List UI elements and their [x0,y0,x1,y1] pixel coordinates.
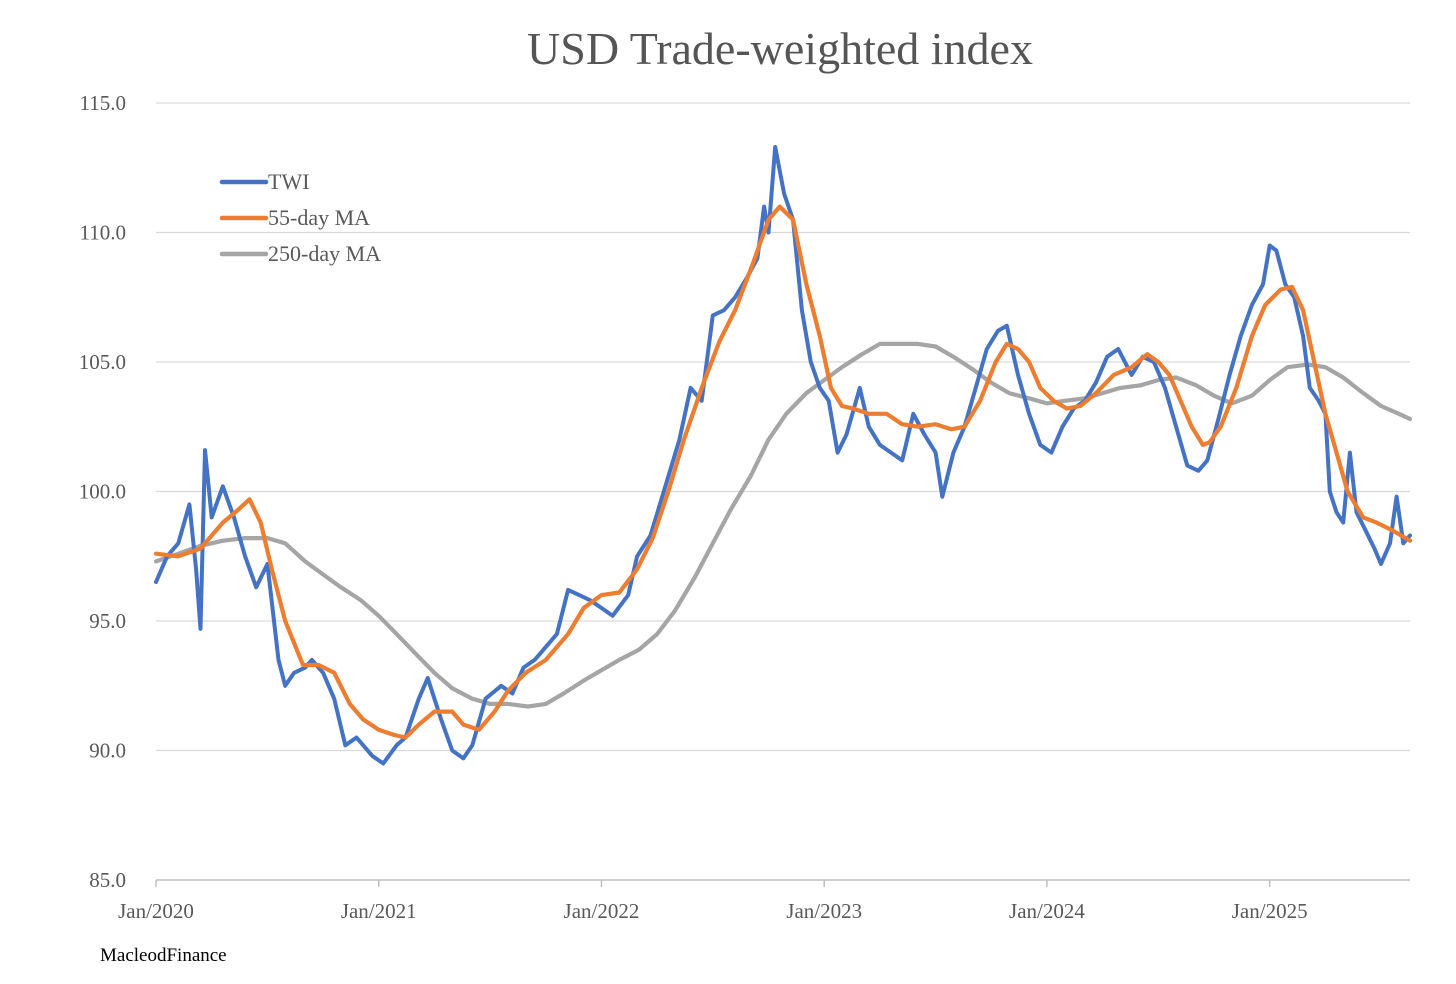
legend-label-twi: TWI [268,169,310,194]
series-line-250-day-ma [153,341,1413,709]
x-tick-label: Jan/2024 [1009,899,1085,923]
y-tick-label: 95.0 [89,609,126,633]
x-tick-label: Jan/2021 [341,899,417,923]
y-tick-label: 110.0 [80,221,126,245]
gridlines [156,102,1410,881]
y-tick-label: 100.0 [79,480,126,504]
y-axis-ticks: 85.0 90.0 95.0 100.0 105.0 110.0 115.0 [79,91,126,892]
series-lines [153,145,1413,766]
legend: TWI 55-day MA 250-day MA [219,169,381,266]
y-tick-label: 115.0 [80,91,126,115]
x-tick-label: Jan/2020 [118,899,194,923]
legend-label-55-day-ma: 55-day MA [268,205,370,230]
chart-title: USD Trade-weighted index [527,23,1033,74]
series-line-twi [154,145,1412,766]
y-tick-label: 90.0 [89,739,126,763]
x-axis-ticks: Jan/2020 Jan/2021 Jan/2022 Jan/2023 Jan/2024… [118,880,1308,923]
series-line-55-day-ma [153,204,1413,740]
x-tick-label: Jan/2025 [1232,899,1308,923]
x-tick-label: Jan/2022 [564,899,640,923]
y-tick-label: 105.0 [79,350,126,374]
x-tick-label: Jan/2023 [786,899,862,923]
legend-label-250-day-ma: 250-day MA [268,241,381,266]
y-tick-label: 85.0 [89,868,126,892]
source-note: MacleodFinance [100,945,227,966]
